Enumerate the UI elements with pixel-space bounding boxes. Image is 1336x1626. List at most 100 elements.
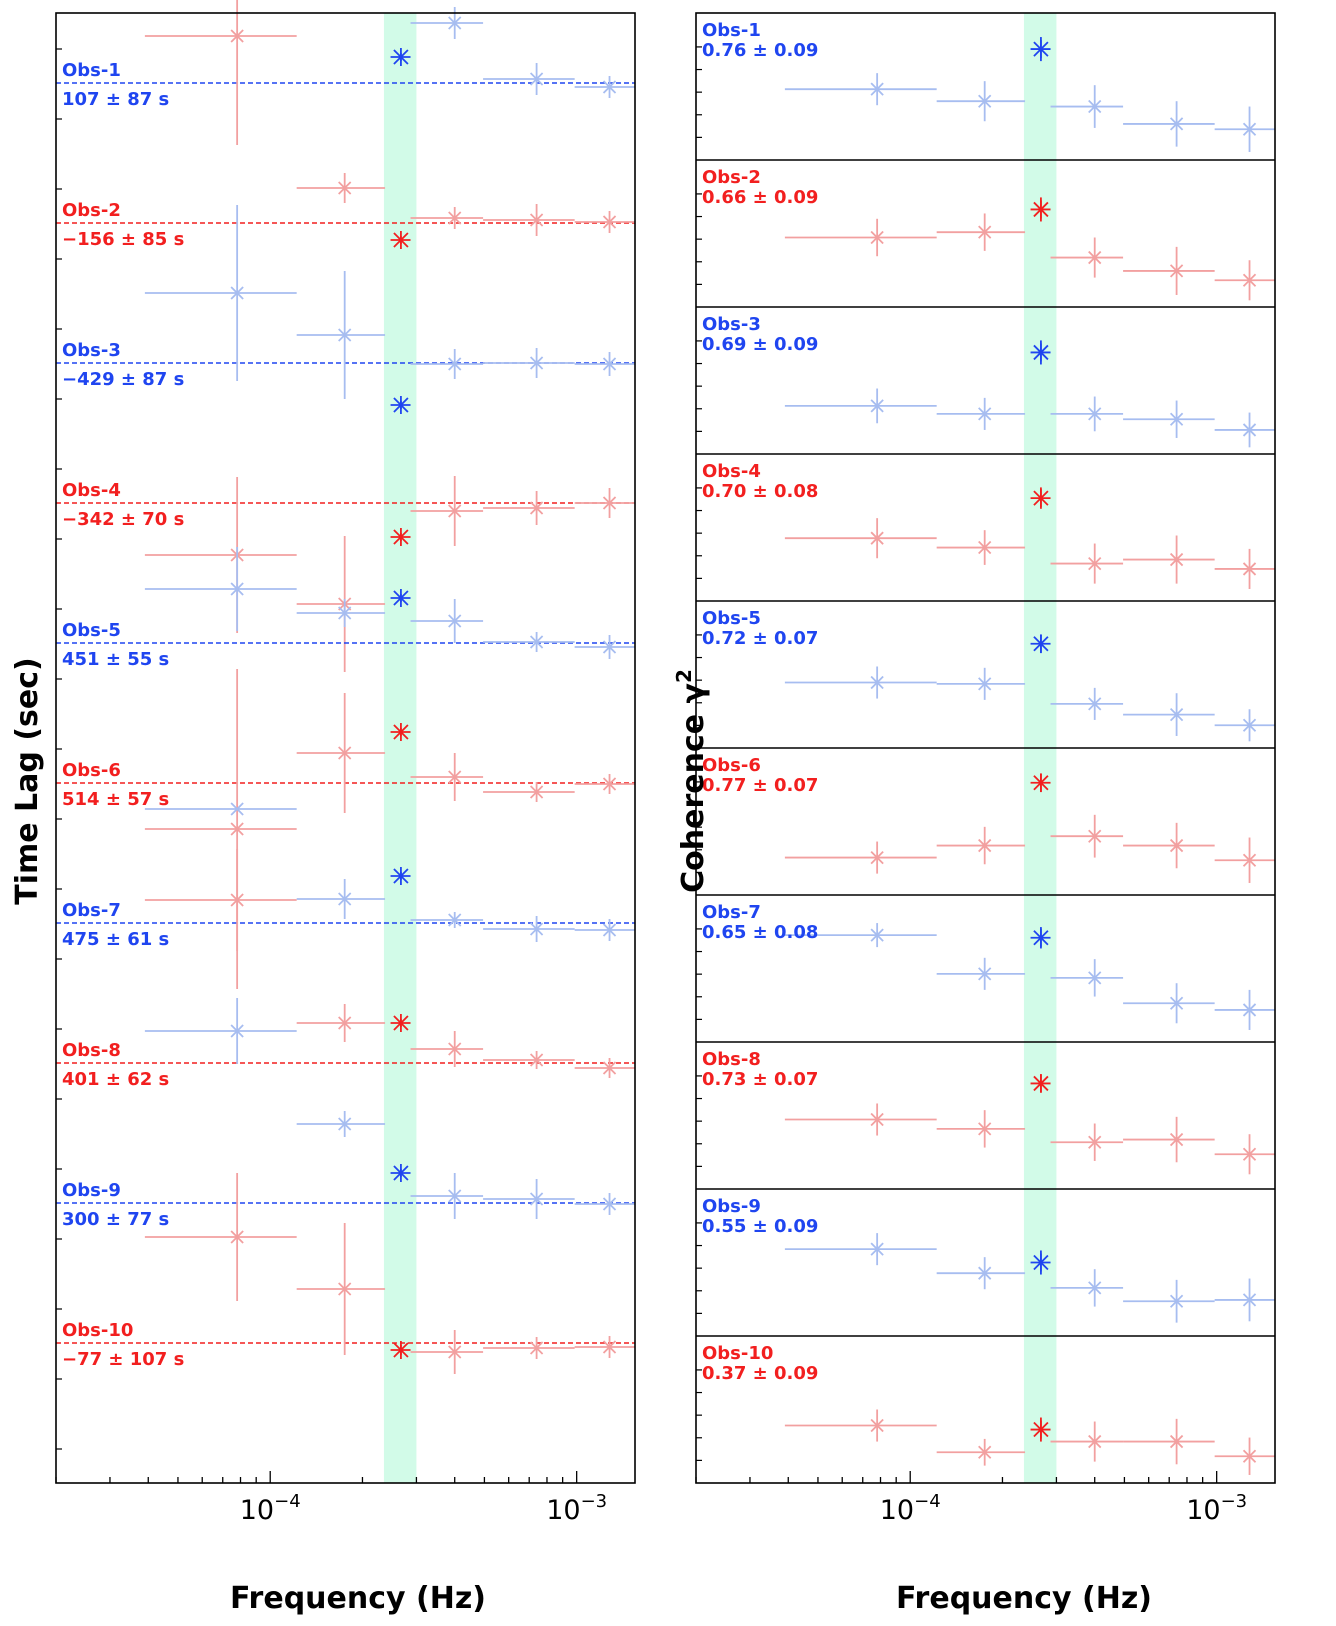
- data-point: [296, 271, 386, 399]
- series-value-label: 0.73 ± 0.07: [702, 1069, 818, 1090]
- data-point: [483, 1051, 575, 1069]
- marker-stroke: [1088, 1135, 1102, 1149]
- data-point: [574, 919, 635, 941]
- marker-stroke: [1169, 264, 1184, 278]
- data-point: [144, 477, 297, 633]
- data-point: [390, 1341, 411, 1359]
- data-point: [574, 488, 635, 518]
- data-point: [1050, 85, 1124, 128]
- coherence-series-obs-8: Obs-80.73 ± 0.07: [696, 1041, 1275, 1175]
- series-value-label: 300 ± 77 s: [62, 1209, 169, 1230]
- time-lag-series-obs-5: Obs-5 451 ± 55 s: [56, 547, 635, 670]
- coherence-series-obs-3: Obs-30.69 ± 0.09: [696, 306, 1275, 448]
- data-point: [1030, 197, 1051, 222]
- series-name-label: Obs-10: [62, 1320, 133, 1341]
- data-point: [936, 213, 1026, 251]
- data-point: [1123, 535, 1215, 584]
- data-point: [1123, 983, 1215, 1024]
- marker-stroke: [602, 80, 617, 94]
- time-lag-series-obs-7: Obs-7 475 ± 61 s: [56, 802, 635, 950]
- data-point: [1214, 106, 1275, 152]
- data-point: [936, 81, 1026, 122]
- coherence-y-axis-title-main: Coherence γ: [676, 683, 711, 893]
- data-point: [144, 0, 297, 145]
- series-name-label: Obs-4: [62, 480, 121, 501]
- series-value-label: −77 ± 107 s: [62, 1349, 184, 1370]
- data-point: [296, 536, 386, 672]
- marker-stroke: [529, 72, 544, 86]
- marker-stroke: [448, 504, 462, 518]
- marker-stroke: [448, 1042, 462, 1056]
- data-point: [574, 635, 635, 659]
- data-point: [936, 667, 1026, 700]
- data-point: [1030, 487, 1051, 509]
- time-lag-x-axis-title: Frequency (Hz): [230, 1581, 486, 1616]
- marker-stroke: [230, 802, 244, 816]
- marker-stroke: [230, 286, 244, 300]
- series-name-label: Obs-6: [702, 755, 761, 776]
- marker-stroke: [870, 1242, 884, 1256]
- data-point: [390, 723, 411, 741]
- data-point: [410, 1031, 484, 1067]
- data-point: [483, 632, 575, 652]
- data-point: [296, 173, 386, 203]
- marker-stroke: [1169, 1132, 1184, 1147]
- data-point: [296, 1223, 386, 1355]
- data-point: [144, 998, 297, 1064]
- marker-stroke: [230, 29, 244, 43]
- series-value-label: 0.65 ± 0.08: [702, 922, 818, 943]
- time-lag-panel: Obs-1 107 ± 87 s Obs-2 −156 ± 85 s Obs-3 −429…: [55, 0, 636, 1526]
- marker-stroke: [870, 1112, 884, 1127]
- data-point: [1030, 340, 1051, 365]
- marker-stroke: [230, 893, 244, 907]
- data-point: [936, 1257, 1026, 1290]
- series-name-label: Obs-8: [62, 1040, 121, 1061]
- data-point: [784, 218, 937, 257]
- time-lag-series-obs-3: Obs-3 −429 ± 87 s: [56, 205, 635, 414]
- data-point: [1050, 687, 1124, 720]
- marker-stroke: [978, 407, 992, 421]
- time-lag-series-obs-4: Obs-4 −342 ± 70 s: [56, 476, 635, 672]
- data-point: [390, 1014, 411, 1032]
- marker-stroke: [1169, 1294, 1184, 1308]
- data-point: [1050, 814, 1124, 858]
- time-lag-series-obs-1: Obs-1 107 ± 87 s: [56, 7, 635, 110]
- series-name-label: Obs-3: [702, 314, 761, 335]
- marker-stroke: [870, 850, 884, 865]
- marker-stroke: [1242, 423, 1257, 437]
- data-point: [1123, 246, 1215, 295]
- data-point: [1050, 1421, 1124, 1462]
- marker-stroke: [448, 16, 462, 30]
- data-point: [1050, 959, 1124, 997]
- marker-stroke: [1169, 838, 1184, 853]
- marker-stroke: [1169, 412, 1184, 426]
- marker-stroke: [448, 211, 462, 225]
- marker-stroke: [1088, 556, 1102, 571]
- series-name-label: Obs-4: [702, 461, 761, 482]
- marker-stroke: [870, 82, 884, 96]
- data-point: [574, 211, 635, 233]
- coherence-x-tick-label-exponent: −4: [914, 1491, 941, 1512]
- data-point: [483, 1179, 575, 1219]
- data-point: [410, 599, 484, 643]
- marker-stroke: [529, 1053, 544, 1067]
- marker-stroke: [1088, 829, 1102, 843]
- coherence-series-obs-4: Obs-40.70 ± 0.08: [696, 453, 1275, 589]
- coherence-x-tick-label-base: 10: [880, 1495, 914, 1526]
- marker-stroke: [338, 606, 352, 620]
- data-point: [483, 204, 575, 236]
- data-point: [410, 476, 484, 546]
- marker-stroke: [338, 892, 352, 906]
- marker-stroke: [870, 531, 884, 545]
- marker-stroke: [1169, 996, 1184, 1010]
- series-name-label: Obs-9: [702, 1196, 761, 1217]
- series-value-label: 451 ± 55 s: [62, 649, 169, 670]
- series-name-label: Obs-7: [62, 900, 121, 921]
- series-name-label: Obs-3: [62, 340, 121, 361]
- marker-stroke: [1242, 853, 1257, 867]
- series-value-label: 0.72 ± 0.07: [702, 628, 818, 649]
- series-value-label: 0.76 ± 0.09: [702, 40, 818, 61]
- time-lag-x-tick-label-exponent: −3: [581, 1491, 608, 1512]
- marker-stroke: [529, 1341, 544, 1355]
